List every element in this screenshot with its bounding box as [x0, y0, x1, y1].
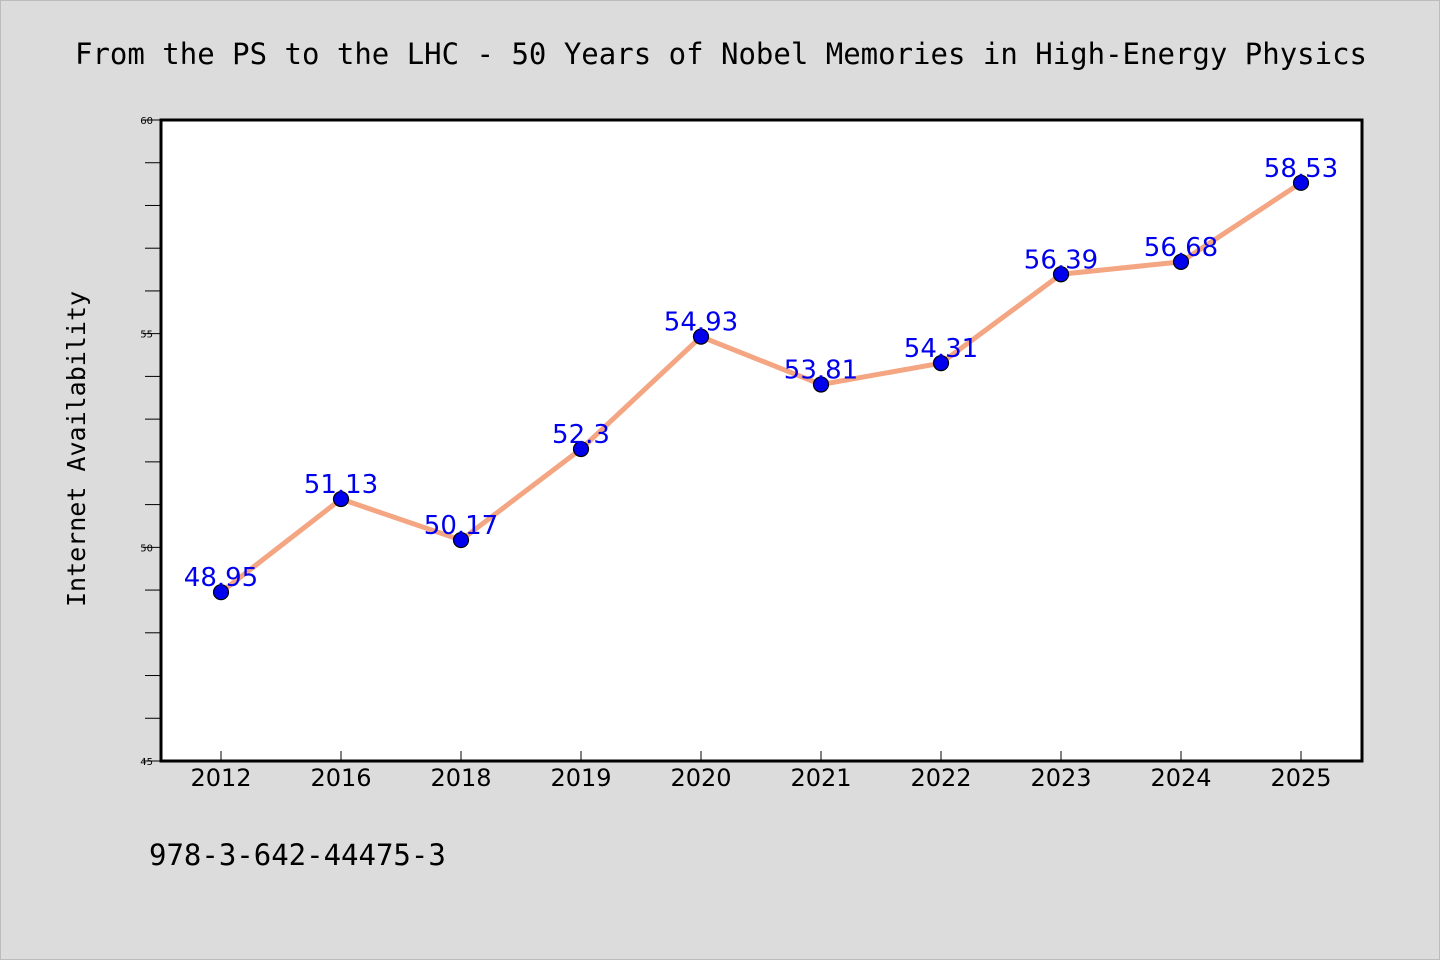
series-line — [218, 180, 1304, 595]
isbn-text: 978-3-642-44475-3 — [149, 838, 446, 872]
data-label: 58.53 — [1264, 154, 1338, 184]
data-label: 52.3 — [552, 420, 610, 450]
data-label: 50.17 — [424, 511, 498, 541]
x-tick-label: 2024 — [1150, 764, 1211, 792]
y-tick-label: 55 — [140, 330, 153, 341]
data-label: 54.31 — [904, 334, 978, 364]
data-point — [932, 355, 950, 372]
data-label: 53.81 — [784, 356, 858, 386]
x-tick-label: 2019 — [550, 764, 611, 792]
x-tick-label: 2016 — [310, 764, 371, 792]
data-point — [452, 531, 470, 549]
x-tick-label: 2020 — [670, 764, 731, 792]
data-label: 54.93 — [664, 308, 738, 338]
y-axis-label: Internet Availability — [62, 291, 91, 607]
y-axis: 45 50 55 60 — [140, 116, 161, 768]
data-point — [1052, 266, 1070, 283]
data-point — [692, 328, 710, 345]
data-label: 51.13 — [304, 470, 378, 500]
y-tick-label: 60 — [140, 116, 153, 127]
x-tick-label: 2021 — [790, 764, 851, 792]
data-point — [332, 490, 350, 508]
data-point — [1292, 174, 1310, 191]
chart-title: From the PS to the LHC - 50 Years of Nob… — [75, 37, 1367, 71]
series-layer: 48.95 51.13 50.17 52.3 54.93 53.81 54.31 56.39 5… — [184, 154, 1338, 601]
x-tick-label: 2022 — [910, 764, 971, 792]
data-point — [212, 584, 230, 601]
y-tick-label: 50 — [140, 543, 153, 554]
data-label: 48.95 — [184, 563, 258, 593]
x-tick-label: 2012 — [190, 764, 251, 792]
plot-area — [159, 118, 1364, 763]
data-label: 56.68 — [1144, 233, 1218, 263]
x-tick-label: 2025 — [1270, 764, 1331, 792]
data-point — [572, 440, 590, 458]
data-point — [1172, 253, 1190, 270]
x-tick-label: 2018 — [430, 764, 491, 792]
data-point — [812, 376, 830, 393]
x-tick-label: 2023 — [1030, 764, 1091, 792]
x-axis: 2012 2016 2018 2019 2020 2021 2022 2023 2024 2025 — [190, 751, 1332, 792]
data-label: 56.39 — [1024, 245, 1098, 275]
y-tick-label: 45 — [140, 757, 153, 768]
